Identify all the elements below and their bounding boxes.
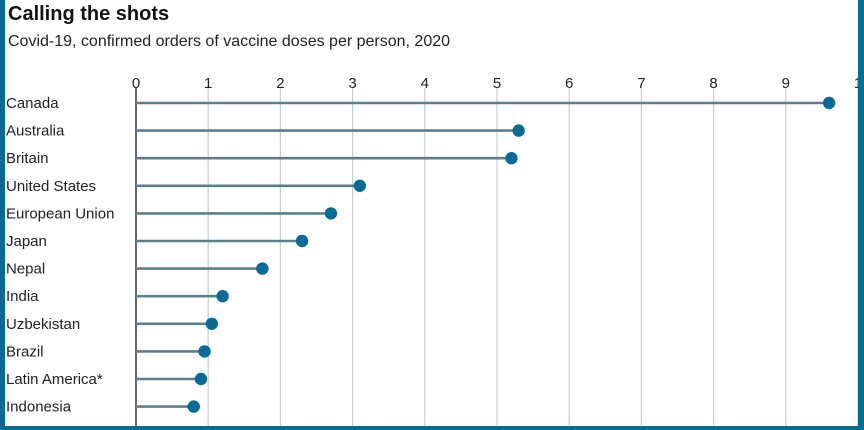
data-point [822, 96, 836, 110]
category-label: Australia [6, 123, 65, 140]
x-tick-label: 1 [854, 75, 858, 92]
category-label: Britain [6, 150, 49, 167]
x-tick-label: 9 [782, 75, 790, 92]
lollipop-chart: 0 1 2 3 4 5 6 7 8 9 1 Canada Australia Britain United… [6, 75, 858, 426]
x-tick-label: 4 [421, 75, 429, 92]
category-label: Indonesia [6, 399, 72, 416]
data-point [194, 372, 208, 386]
category-label: Canada [6, 95, 59, 112]
data-point [505, 152, 518, 165]
data-point [512, 124, 525, 137]
chart-subtitle: Covid-19, confirmed orders of vaccine do… [8, 33, 451, 50]
category-label: Japan [6, 233, 47, 250]
category-label: United States [6, 178, 96, 195]
x-tick-label: 8 [709, 75, 717, 92]
data-point [205, 317, 219, 330]
chart-title: Calling the shots [8, 3, 170, 25]
grid-layer [207, 88, 858, 426]
category-label: India [6, 288, 39, 305]
stem-layer [136, 101, 830, 408]
data-point [216, 290, 229, 303]
x-tick-label: 6 [565, 75, 573, 92]
category-label: Latin America* [6, 371, 103, 388]
data-point [295, 234, 309, 248]
x-tick-label: 3 [348, 75, 356, 92]
data-point [353, 179, 367, 192]
category-label: Nepal [6, 261, 45, 278]
category-label: Brazil [6, 343, 44, 360]
category-label: European Union [6, 205, 114, 222]
data-point [256, 262, 269, 275]
chart-frame: Calling the shots Covid-19, confirmed or… [5, 0, 858, 426]
data-point [324, 207, 338, 220]
x-tick-label: 5 [493, 75, 501, 92]
dot-layer [187, 96, 836, 413]
x-tick-label: 7 [637, 75, 645, 92]
x-tick-label: 0 [132, 75, 140, 92]
data-point [187, 400, 200, 413]
category-labels: Canada Australia Britain United States Europ… [6, 95, 114, 416]
x-tick-label: 2 [276, 75, 284, 92]
x-tick-labels: 0 1 2 3 4 5 6 7 8 9 1 [132, 75, 858, 92]
category-label: Uzbekistan [6, 316, 80, 333]
data-point [198, 345, 211, 358]
x-tick-label: 1 [204, 75, 212, 92]
